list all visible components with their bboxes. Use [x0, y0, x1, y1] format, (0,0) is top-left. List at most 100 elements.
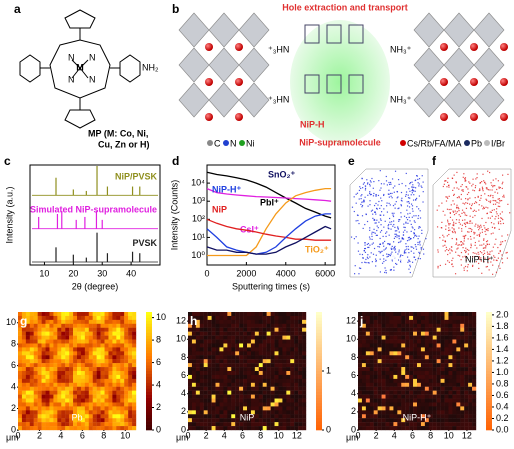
map-cell	[37, 422, 42, 427]
map-cell	[397, 371, 402, 376]
ion-dot	[480, 226, 482, 228]
map-cell	[191, 410, 197, 415]
map-cell	[286, 312, 291, 317]
map-cell	[369, 374, 374, 380]
ion-dot	[489, 189, 491, 191]
ion-dot	[377, 227, 379, 229]
ion-dot	[375, 265, 377, 267]
map-cell	[290, 355, 295, 360]
map-cell	[247, 394, 252, 399]
map-cell	[247, 402, 252, 407]
map-cell	[274, 355, 279, 360]
map-cell	[21, 386, 27, 391]
map-cell	[203, 359, 208, 364]
map-cell	[73, 327, 78, 332]
map-cell	[29, 426, 34, 431]
map-cell	[112, 339, 117, 344]
map-cell	[377, 339, 382, 344]
ion-dot	[366, 220, 369, 223]
map-cell	[104, 398, 109, 403]
ion-dot	[394, 245, 396, 248]
ion-dot	[369, 180, 372, 182]
map-cell	[424, 335, 429, 340]
map-cell	[211, 351, 216, 356]
map-cell	[373, 359, 378, 364]
map-cell	[393, 355, 398, 360]
ion-dot	[479, 182, 481, 184]
map-cell	[124, 315, 129, 321]
ion-dot	[408, 216, 410, 218]
map-cell	[282, 386, 287, 391]
map-cell	[413, 323, 418, 328]
map-cell	[428, 335, 433, 340]
map-cell	[65, 331, 70, 336]
ion-dot	[367, 194, 369, 196]
octahedron	[208, 47, 240, 83]
ion-dot	[417, 217, 419, 220]
map-cell	[409, 406, 414, 411]
map-cell	[124, 378, 129, 383]
ion-dot	[442, 234, 444, 236]
map-cell	[132, 374, 137, 380]
ion-dot	[453, 187, 455, 189]
ion-dot	[391, 251, 393, 253]
map-cell	[472, 312, 477, 317]
map-cell	[57, 327, 62, 332]
ion-dot	[478, 240, 480, 242]
map-cell	[33, 398, 38, 403]
ion-dot	[375, 222, 377, 224]
map-cell	[409, 367, 414, 372]
map-cell	[199, 414, 204, 419]
map-cell	[61, 323, 66, 328]
map-cell	[389, 402, 394, 407]
map-cell	[124, 371, 129, 376]
map-cell	[258, 363, 263, 368]
ion-dot	[437, 251, 439, 253]
map-cell	[49, 347, 54, 352]
map-cell	[405, 406, 410, 411]
map-cell	[302, 315, 307, 321]
map-cell	[452, 414, 457, 419]
map-cell	[250, 347, 256, 352]
map-cell	[286, 402, 291, 407]
map-cell	[128, 422, 133, 427]
ion-dot	[476, 253, 478, 255]
map-cell	[223, 355, 228, 360]
map-cell	[417, 331, 422, 336]
map-cell	[108, 355, 113, 360]
map-cell	[452, 327, 457, 332]
map-cell	[286, 382, 291, 387]
ion-dot	[382, 254, 384, 257]
ion-dot	[462, 247, 464, 249]
ion-dot	[389, 243, 391, 246]
map-cell	[207, 374, 212, 380]
map-cell	[77, 382, 82, 387]
map-cell	[45, 422, 50, 427]
map-cell	[401, 347, 406, 352]
ion-dot	[400, 205, 403, 207]
ion-dot	[375, 234, 377, 236]
map-cell	[290, 351, 295, 356]
map-cell	[92, 378, 97, 383]
map-cell	[266, 347, 271, 352]
map-cell	[203, 374, 208, 380]
map-cell	[231, 418, 236, 423]
map-cell	[401, 414, 406, 419]
map-cell	[195, 351, 200, 356]
map-cell	[262, 363, 267, 368]
caption: MP (M: Co, Ni,	[88, 128, 148, 138]
colorbar-cell	[146, 356, 152, 360]
map-cell	[104, 319, 109, 324]
series-line	[207, 187, 332, 257]
map-cell	[227, 410, 232, 415]
map-cell	[436, 359, 441, 364]
map-cell	[128, 398, 133, 403]
map-cell	[18, 378, 23, 383]
map-cell	[270, 371, 275, 376]
map-cell	[452, 406, 457, 411]
map-cell	[223, 394, 228, 399]
ion-dot	[452, 200, 454, 202]
map-cell	[223, 343, 228, 348]
map-cell	[77, 331, 82, 336]
colorbar-cell	[486, 427, 492, 431]
